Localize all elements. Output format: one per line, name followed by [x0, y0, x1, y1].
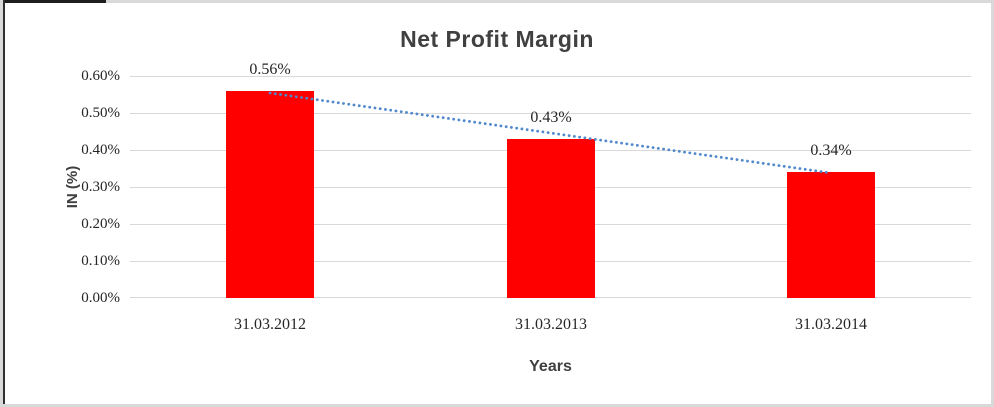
y-tick-label: 0.00%: [81, 290, 120, 306]
trendline: [268, 91, 833, 175]
y-tick-label: 0.10%: [81, 253, 120, 269]
frame-border-left-dark-line: [3, 0, 5, 404]
data-label: 0.56%: [249, 61, 291, 78]
frame-border-left: [0, 0, 3, 407]
x-axis-category-labels: 31.03.2012 31.03.2013 31.03.2014: [130, 316, 971, 336]
y-tick-label: 0.50%: [81, 105, 120, 121]
frame-border-top-dark-segment: [0, 0, 106, 3]
plot-area: 0.56% 0.43% 0.34%: [130, 61, 971, 298]
y-tick-label: 0.20%: [81, 216, 120, 232]
frame-border-right: [991, 0, 994, 407]
frame-border-bottom: [0, 404, 994, 407]
category-label: 31.03.2014: [795, 316, 867, 333]
category-label: 31.03.2013: [515, 316, 587, 333]
y-axis-tick-labels: 0.60% 0.50% 0.40% 0.30% 0.20% 0.10% 0.00%: [40, 68, 120, 306]
data-label: 0.34%: [810, 142, 852, 159]
y-tick-label: 0.40%: [81, 142, 120, 158]
gridline: [130, 113, 971, 114]
data-label: 0.43%: [530, 109, 572, 126]
category-label: 31.03.2012: [234, 316, 306, 333]
bar: [787, 172, 875, 298]
x-axis-title: Years: [529, 358, 572, 375]
y-tick-label: 0.60%: [81, 68, 120, 84]
chart-title: Net Profit Margin: [400, 26, 594, 52]
y-tick-label: 0.30%: [81, 179, 120, 195]
frame-border-top: [0, 0, 994, 3]
bar: [226, 91, 314, 298]
bar: [507, 139, 595, 298]
gridline: [130, 76, 971, 77]
